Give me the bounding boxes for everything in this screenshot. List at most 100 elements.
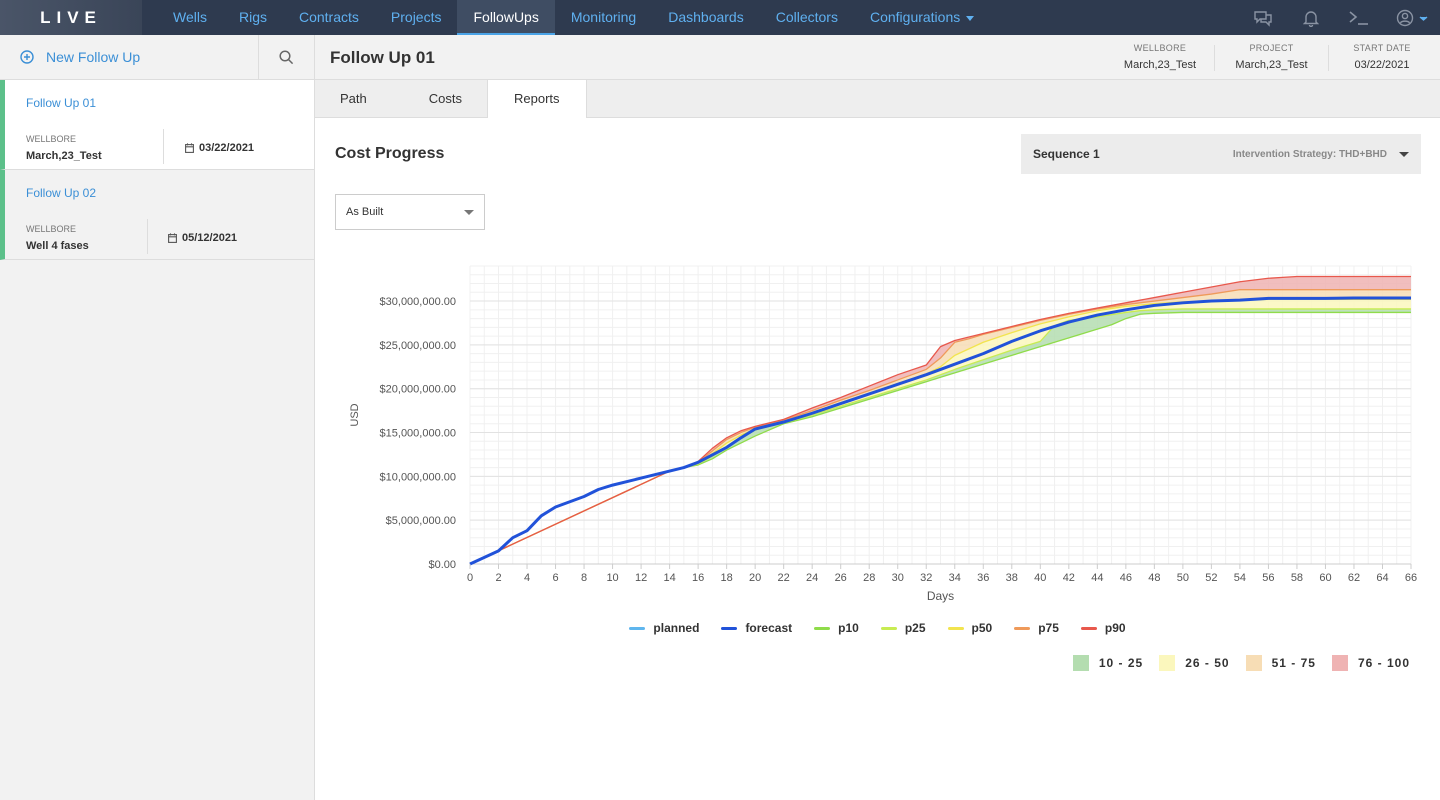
chart-svg: 0 2 4 6 8 10 12 14 16 18 20 22 24 26 28 30 32 34 36 38 40 42 4… — [349, 265, 1417, 603]
header-project: PROJECT March,23_Test — [1220, 43, 1323, 71]
band-item-1: 26 - 50 — [1159, 655, 1229, 671]
series-line-p75 — [469, 289, 1411, 565]
view-type-select[interactable]: As Built — [335, 194, 485, 230]
follow-up-date: 05/12/2021 — [168, 232, 237, 244]
series-line-forecast — [469, 296, 1411, 566]
legend-label: forecast — [745, 621, 793, 635]
nav-monitoring[interactable]: Monitoring — [570, 9, 637, 25]
legend-swatch — [629, 626, 646, 630]
caret-down-icon — [1399, 151, 1409, 157]
x-axis-label: Days — [927, 589, 954, 603]
chart-legend: planned forecast p10 p25 p50 p75 p90 — [315, 618, 1440, 638]
plus-circle-icon — [20, 50, 34, 64]
tab-costs[interactable]: Costs — [392, 80, 488, 118]
x-tick-label: 4 — [524, 572, 530, 584]
legend-item-p90[interactable]: p90 — [1080, 618, 1126, 638]
tab-path[interactable]: Path — [340, 91, 367, 106]
list-header: New Follow Up — [0, 35, 314, 80]
band-item-0: 10 - 25 — [1072, 655, 1144, 671]
bell-icon[interactable] — [1300, 7, 1322, 29]
y-tick-label: $30,000,000.00 — [380, 296, 456, 308]
legend-label: p50 — [971, 621, 993, 635]
top-icons — [1252, 0, 1430, 35]
nav-contracts[interactable]: Contracts — [298, 9, 359, 25]
sequence-select[interactable]: Sequence 1 Intervention Strategy: THD+BH… — [1021, 134, 1421, 174]
wellbore-label: WELLBORE — [1133, 43, 1187, 53]
nav-configurations-label: Configurations — [869, 9, 961, 25]
header-wellbore: WELLBORE March,23_Test — [1105, 43, 1215, 71]
follow-up-tabs: Path Costs Reports — [315, 80, 1440, 119]
legend-item-p50[interactable]: p50 — [947, 618, 993, 638]
nav-configurations[interactable]: Configurations — [854, 0, 990, 35]
tab-reports[interactable]: Reports — [487, 80, 587, 119]
wellbore-value: March,23_Test — [26, 150, 102, 162]
band-swatch — [1245, 655, 1262, 671]
legend-label: p75 — [1038, 621, 1059, 635]
legend-item-p10[interactable]: p10 — [814, 618, 859, 638]
page-title: Follow Up 01 — [330, 48, 435, 67]
x-tick-label: 42 — [1063, 572, 1075, 584]
band-item-2: 51 - 75 — [1245, 655, 1316, 671]
x-tick-label: 10 — [606, 572, 618, 584]
follow-up-date: 03/22/2021 — [185, 142, 254, 154]
calendar-icon — [168, 233, 177, 243]
x-tick-label: 18 — [721, 572, 733, 584]
wellbore-label: WELLBORE — [26, 134, 77, 144]
chat-icon[interactable] — [1252, 7, 1274, 29]
x-tick-label: 58 — [1291, 572, 1303, 584]
new-follow-up-button[interactable]: New Follow Up — [0, 35, 258, 79]
header-start-date: START DATE 03/22/2021 — [1337, 43, 1427, 71]
start-date-label: START DATE — [1353, 43, 1411, 53]
x-tick-label: 66 — [1405, 572, 1417, 584]
x-tick-label: 38 — [1006, 572, 1018, 584]
terminal-icon[interactable] — [1348, 7, 1370, 29]
x-tick-label: 56 — [1262, 572, 1274, 584]
nav-projects[interactable]: Projects — [390, 9, 442, 25]
nav-rigs[interactable]: Rigs — [238, 9, 267, 25]
x-tick-label: 46 — [1120, 572, 1132, 584]
follow-up-item-01[interactable]: Follow Up 01 WELLBORE March,23_Test 03/2… — [0, 80, 314, 170]
legend-label: p25 — [904, 621, 926, 635]
x-tick-label: 26 — [835, 572, 847, 584]
search-button[interactable] — [258, 35, 314, 79]
x-tick-label: 36 — [977, 572, 989, 584]
legend-item-planned[interactable]: planned — [629, 618, 699, 638]
nav-followups[interactable]: FollowUps — [457, 0, 555, 35]
legend-label: p90 — [1104, 621, 1126, 635]
x-tick-label: 54 — [1234, 572, 1246, 584]
legend-item-p25[interactable]: p25 — [880, 618, 926, 638]
nav-collectors[interactable]: Collectors — [775, 9, 838, 25]
series-line-p10 — [469, 311, 1411, 565]
y-tick-label: $10,000,000.00 — [380, 471, 456, 483]
legend-item-forecast[interactable]: forecast — [721, 618, 792, 638]
x-tick-label: 40 — [1034, 572, 1046, 584]
follow-up-title: Follow Up 01 — [26, 96, 97, 110]
x-tick-label: 32 — [920, 572, 932, 584]
x-tick-label: 16 — [692, 572, 704, 584]
legend-item-p75[interactable]: p75 — [1014, 618, 1059, 638]
legend-swatch — [1014, 626, 1031, 630]
app-logo[interactable]: LIVE — [0, 0, 142, 35]
x-tick-label: 8 — [581, 572, 587, 584]
y-tick-label: $20,000,000.00 — [380, 384, 456, 396]
band-label: 10 - 25 — [1098, 656, 1144, 670]
band-label: 51 - 75 — [1271, 656, 1316, 670]
start-date-value: 03/22/2021 — [1354, 59, 1410, 71]
divider — [1214, 45, 1215, 71]
nav-wells[interactable]: Wells — [173, 9, 207, 25]
project-label: PROJECT — [1249, 43, 1294, 53]
series-line-p90 — [469, 275, 1411, 565]
user-menu[interactable] — [1396, 7, 1430, 29]
follow-up-item-02[interactable]: Follow Up 02 WELLBORE Well 4 fases 05/12… — [0, 170, 314, 260]
divider — [1328, 45, 1329, 71]
y-axis-label: USD — [349, 403, 361, 426]
divider — [147, 219, 148, 254]
y-tick-label: $0.00 — [428, 559, 456, 571]
follow-up-date-value: 03/22/2021 — [199, 142, 255, 154]
nav-dashboards[interactable]: Dashboards — [668, 9, 744, 25]
x-tick-label: 44 — [1091, 572, 1103, 584]
legend-swatch — [721, 626, 738, 630]
project-value: March,23_Test — [1235, 59, 1308, 71]
band-label: 76 - 100 — [1357, 656, 1410, 670]
x-tick-label: 34 — [949, 572, 961, 584]
